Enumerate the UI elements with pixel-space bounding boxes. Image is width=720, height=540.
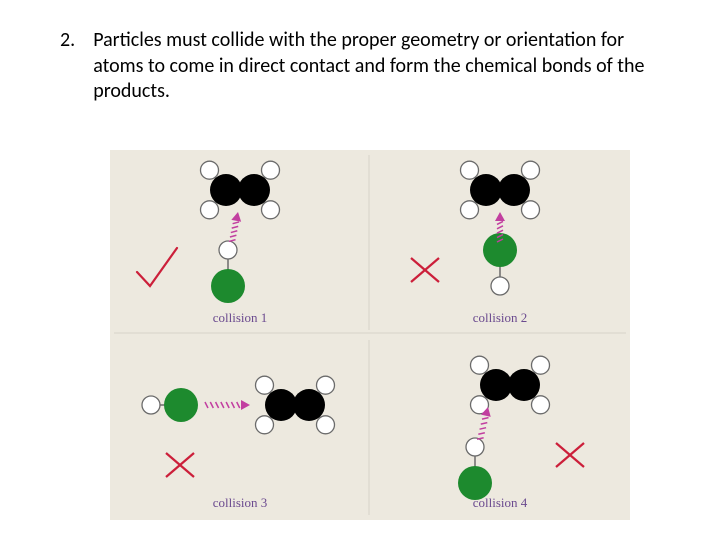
body-text: Particles must collide with the proper g… [93,28,660,105]
diagram-svg: collision 1 collision 2 collision 3 collisi… [110,150,630,520]
heading-row: 2. Particles must collide with the prope… [0,0,720,105]
svg-text:collision 2: collision 2 [473,310,528,325]
list-number: 2. [60,28,75,105]
svg-text:collision 4: collision 4 [473,495,528,510]
svg-text:collision 3: collision 3 [213,495,268,510]
collision-diagram: collision 1 collision 2 collision 3 collisi… [110,150,630,520]
svg-text:collision 1: collision 1 [213,310,268,325]
